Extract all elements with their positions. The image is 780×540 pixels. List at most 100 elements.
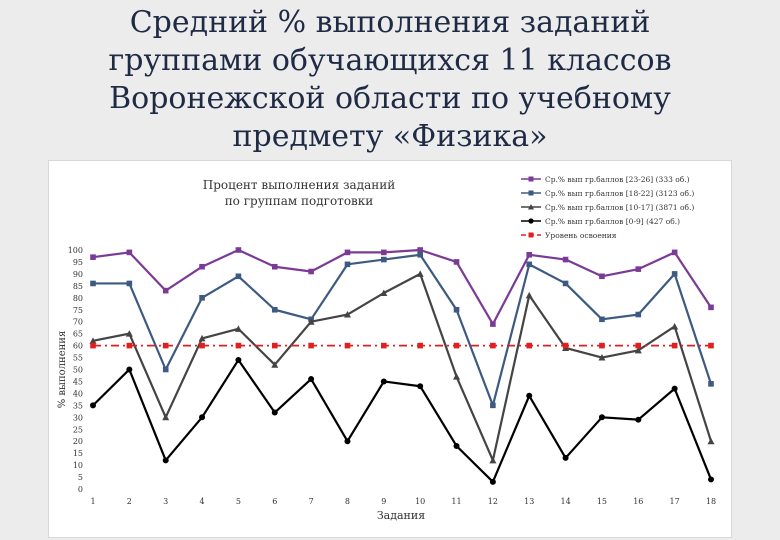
x-tick-label: 11 xyxy=(451,497,461,506)
data-point xyxy=(271,342,278,349)
data-point xyxy=(525,291,533,299)
data-point xyxy=(490,402,496,409)
x-tick-label: 10 xyxy=(415,497,425,506)
data-point xyxy=(599,316,605,323)
x-tick-label: 18 xyxy=(706,497,716,506)
data-point xyxy=(235,356,242,363)
data-point xyxy=(490,342,496,349)
data-point xyxy=(453,342,460,349)
y-tick-label: 100 xyxy=(68,246,83,255)
data-point xyxy=(526,392,533,399)
data-point xyxy=(162,287,169,294)
x-tick-label: 12 xyxy=(488,497,498,506)
data-point xyxy=(562,454,569,461)
data-point xyxy=(162,413,170,421)
slide-title: Средний % выполнения заданий группами об… xyxy=(0,4,780,156)
data-point xyxy=(344,261,351,268)
data-point xyxy=(162,457,169,464)
y-tick-label: 95 xyxy=(73,258,83,267)
data-point xyxy=(526,261,533,268)
x-tick-label: 6 xyxy=(272,497,277,506)
slide-title-line: предмету «Физика» xyxy=(232,119,548,154)
data-point xyxy=(707,437,715,445)
slide-title-line: Средний % выполнения заданий xyxy=(129,5,651,40)
data-point xyxy=(417,383,424,390)
data-point xyxy=(381,342,387,349)
data-point xyxy=(90,342,96,349)
data-point xyxy=(453,442,460,449)
x-tick-label: 7 xyxy=(309,497,314,506)
series-line xyxy=(93,253,713,407)
data-point xyxy=(453,259,460,265)
data-point xyxy=(599,342,605,349)
data-point xyxy=(234,325,242,332)
data-point xyxy=(416,270,424,277)
data-point xyxy=(635,266,642,272)
data-point xyxy=(199,263,205,270)
data-point xyxy=(453,306,460,313)
y-tick-label: 35 xyxy=(73,401,83,410)
y-tick-label: 20 xyxy=(73,437,83,446)
chart-panel: Процент выполнения заданий по группам под… xyxy=(48,160,732,538)
data-point xyxy=(381,249,387,256)
legend-label: Ср.% вып гр.баллов [18-22] (3123 об.) xyxy=(545,189,694,198)
x-tick-label: 15 xyxy=(597,497,607,506)
data-point xyxy=(708,342,714,349)
data-point xyxy=(344,249,351,256)
data-point xyxy=(235,342,242,349)
series-line xyxy=(92,358,713,483)
data-point xyxy=(635,311,642,318)
y-tick-label: 5 xyxy=(78,473,83,482)
series-line xyxy=(92,272,713,462)
data-point xyxy=(526,251,533,258)
data-point xyxy=(308,342,314,349)
data-point xyxy=(308,376,315,383)
x-tick-label: 5 xyxy=(236,497,241,506)
data-point xyxy=(162,342,169,349)
data-point xyxy=(126,280,133,287)
data-point xyxy=(635,342,642,349)
data-point xyxy=(671,249,678,256)
data-point xyxy=(199,295,205,301)
slide-title-line: группами обучающихся 11 классов xyxy=(108,43,672,78)
data-point xyxy=(198,334,206,342)
slide-title-line: Воронежской области по учебному xyxy=(109,81,671,116)
data-point xyxy=(598,414,605,421)
data-point xyxy=(489,456,497,464)
data-point xyxy=(417,251,423,258)
legend-marker xyxy=(528,204,534,210)
data-point xyxy=(235,247,242,253)
data-point xyxy=(271,306,278,313)
data-point xyxy=(562,280,569,287)
x-tick-label: 2 xyxy=(127,497,132,506)
legend-label: Ср.% вып гр.баллов [0-9] (427 об.) xyxy=(545,217,680,226)
y-tick-label: 10 xyxy=(73,461,83,470)
x-tick-label: 16 xyxy=(633,497,643,506)
legend-marker xyxy=(528,190,534,196)
y-tick-label: 90 xyxy=(73,270,83,279)
data-point xyxy=(635,416,642,423)
x-tick-label: 4 xyxy=(200,497,205,506)
data-point xyxy=(671,385,678,392)
data-point xyxy=(708,381,714,387)
data-point xyxy=(381,256,387,263)
data-point xyxy=(271,361,279,368)
data-point xyxy=(344,438,351,445)
data-point xyxy=(380,289,388,297)
data-point xyxy=(90,280,96,287)
data-point xyxy=(235,273,242,280)
y-tick-label: 40 xyxy=(73,389,83,398)
data-point xyxy=(562,342,569,349)
y-tick-label: 15 xyxy=(73,449,83,458)
data-point xyxy=(126,249,133,256)
x-tick-label: 17 xyxy=(670,497,680,506)
data-point xyxy=(125,330,133,337)
y-axis-label: % выполнения xyxy=(57,331,68,409)
data-point xyxy=(89,337,97,344)
data-point xyxy=(307,318,315,325)
legend-marker xyxy=(528,218,534,224)
x-tick-label: 9 xyxy=(381,497,386,506)
data-point xyxy=(489,478,496,485)
chart-title: по группам подготовки xyxy=(225,194,374,208)
y-tick-label: 75 xyxy=(73,306,83,315)
